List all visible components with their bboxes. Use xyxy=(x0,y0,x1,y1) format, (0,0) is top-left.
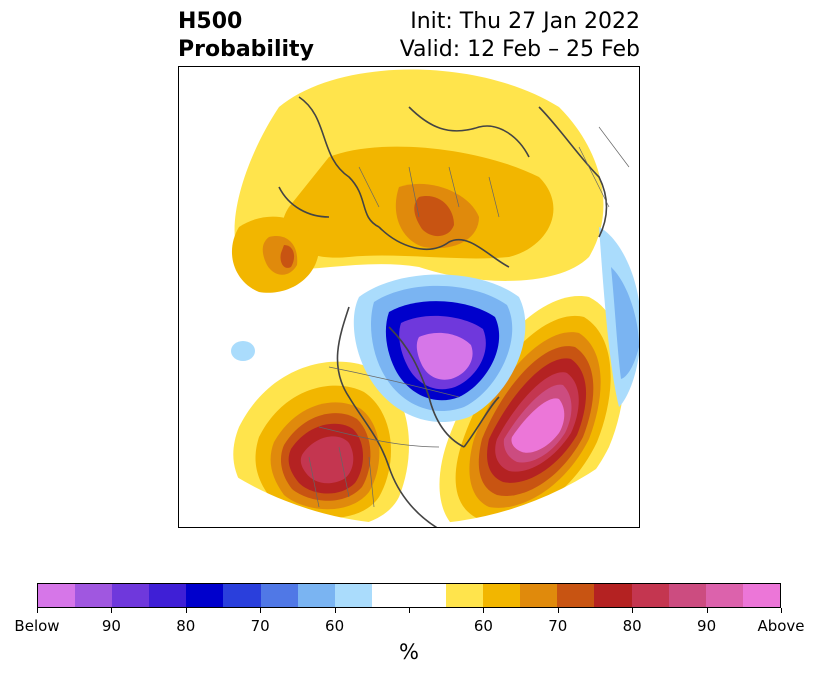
colorbar-tick xyxy=(185,608,187,613)
init-date: Init: Thu 27 Jan 2022 xyxy=(410,9,640,34)
colorbar-cell xyxy=(408,584,447,607)
colorbar xyxy=(37,583,781,608)
colorbar-cell xyxy=(631,584,669,607)
colorbar-cell xyxy=(742,584,780,607)
below-central-strong xyxy=(416,332,473,380)
below-west-dot xyxy=(231,341,255,361)
colorbar-cell xyxy=(334,584,372,607)
colorbar-unit: % xyxy=(399,640,419,664)
colorbar-cell xyxy=(186,584,224,607)
colorbar-cell xyxy=(38,584,76,607)
colorbar-cell xyxy=(297,584,335,607)
colorbar-label: 60 xyxy=(473,617,493,635)
colorbar-label: 80 xyxy=(176,617,196,635)
colorbar-cell xyxy=(75,584,113,607)
below-northeast-weak xyxy=(611,267,639,379)
colorbar-label: 60 xyxy=(325,617,345,635)
colorbar-label: 70 xyxy=(250,617,270,635)
colorbar-label: Below xyxy=(14,617,60,635)
colorbar-cell xyxy=(371,584,409,607)
colorbar-tick xyxy=(781,608,782,613)
colorbar-label: 90 xyxy=(697,617,717,635)
domain-edge xyxy=(179,433,639,526)
colorbar-tick xyxy=(37,608,38,613)
above-west-pocket-high xyxy=(280,245,295,268)
colorbar-ticks xyxy=(37,608,782,614)
chart-title: H500 Probability xyxy=(178,8,314,64)
colorbar-cell xyxy=(223,584,261,607)
colorbar-tick xyxy=(706,608,708,613)
valid-date-range: Valid: 12 Feb – 25 Feb xyxy=(399,37,640,62)
colorbar-label: Above xyxy=(757,617,805,635)
colorbar-cell xyxy=(557,584,595,607)
above-band-north-high xyxy=(414,196,454,237)
colorbar-tick xyxy=(483,608,485,613)
colorbar-cell xyxy=(149,584,187,607)
probability-fields xyxy=(231,69,639,525)
colorbar-tick xyxy=(111,608,113,613)
colorbar-cell xyxy=(483,584,521,607)
date-info: Init: Thu 27 Jan 2022 Valid: 12 Feb – 25… xyxy=(400,8,640,64)
colorbar-cell xyxy=(446,584,484,607)
colorbar-label: 70 xyxy=(548,617,568,635)
colorbar-cell xyxy=(705,584,743,607)
colorbar-label: 80 xyxy=(622,617,642,635)
colorbar-tick xyxy=(557,608,559,613)
colorbar-cell xyxy=(520,584,558,607)
above-east-magenta xyxy=(511,398,565,453)
coastlines xyxy=(278,96,608,527)
colorbar-cell xyxy=(594,584,632,607)
colorbar-tick xyxy=(260,608,262,613)
probability-map xyxy=(178,66,640,528)
colorbar-cell xyxy=(260,584,298,607)
title-line-2: Probability xyxy=(178,37,314,62)
borders xyxy=(308,126,630,508)
colorbar-tick xyxy=(334,608,336,613)
title-line-1: H500 xyxy=(178,9,243,34)
map-svg xyxy=(179,69,639,527)
colorbar-tick xyxy=(632,608,634,613)
colorbar-tick xyxy=(409,608,410,613)
colorbar-cell xyxy=(112,584,150,607)
colorbar-cell xyxy=(668,584,706,607)
above-west-us-rose xyxy=(300,436,354,484)
colorbar-label: 90 xyxy=(101,617,121,635)
